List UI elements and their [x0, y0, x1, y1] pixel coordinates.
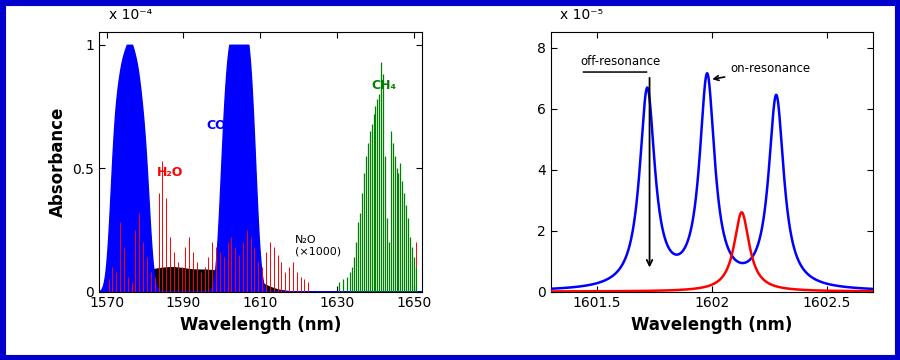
Text: H₂O: H₂O — [157, 166, 183, 179]
Text: CH₄: CH₄ — [372, 79, 397, 92]
Text: x 10⁻⁴: x 10⁻⁴ — [109, 8, 152, 22]
Text: on-resonance: on-resonance — [714, 63, 810, 80]
Text: off-resonance: off-resonance — [580, 55, 661, 68]
Text: CO₂: CO₂ — [206, 119, 231, 132]
Y-axis label: Absorbance: Absorbance — [49, 107, 67, 217]
Text: N₂O
(×1000): N₂O (×1000) — [295, 235, 341, 256]
X-axis label: Wavelength (nm): Wavelength (nm) — [180, 316, 341, 334]
Text: x 10⁻⁵: x 10⁻⁵ — [560, 8, 603, 22]
X-axis label: Wavelength (nm): Wavelength (nm) — [631, 316, 792, 334]
